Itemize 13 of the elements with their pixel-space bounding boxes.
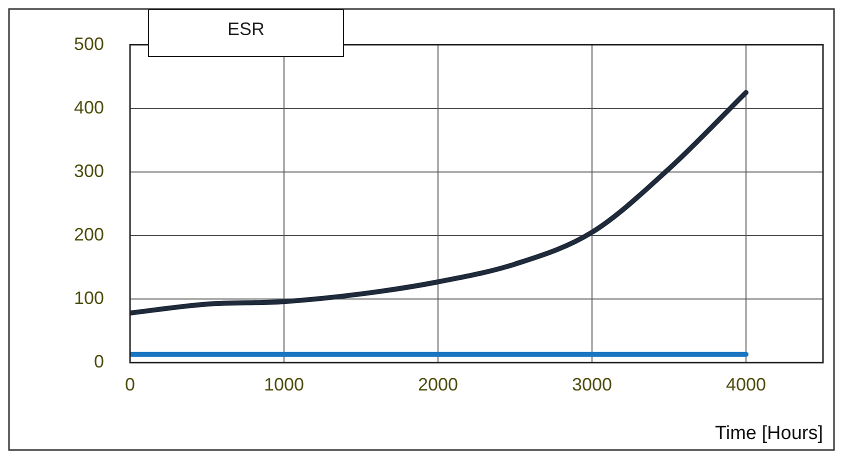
y-tick-label: 400 <box>74 97 104 118</box>
x-tick-label: 2000 <box>418 374 458 394</box>
x-tick-label: 0 <box>125 374 136 394</box>
y-tick-label: 200 <box>74 224 104 244</box>
y-tick-label: 300 <box>74 160 104 181</box>
x-tick-label: 3000 <box>572 374 612 394</box>
x-tick-label: 1000 <box>264 374 304 394</box>
x-axis-title: Time [Hours] <box>714 422 823 444</box>
y-tick-label: 500 <box>74 34 104 54</box>
y-tick-label: 0 <box>94 352 104 372</box>
x-tick-label: 4000 <box>726 374 766 394</box>
y-tick-label: 100 <box>74 288 104 308</box>
chart-title: ESR <box>226 18 266 41</box>
